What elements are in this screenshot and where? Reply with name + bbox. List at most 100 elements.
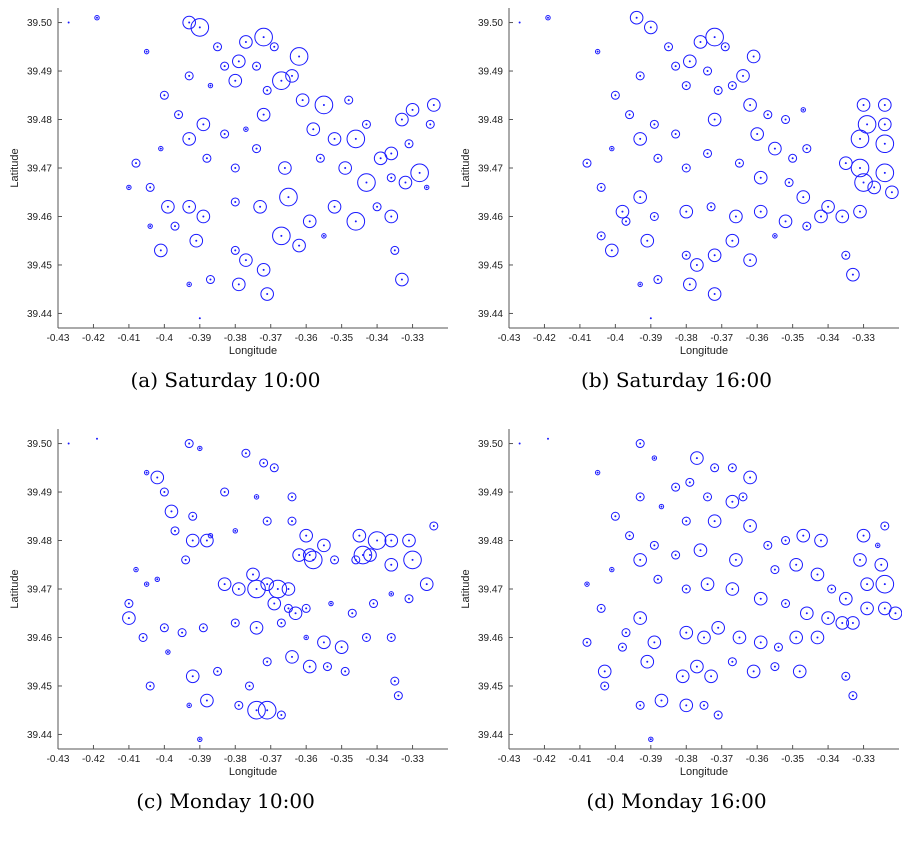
station-marker [202,153,212,163]
station-marker [582,158,592,168]
station-ring [637,281,643,288]
station-marker [640,654,655,669]
station-dot [639,442,642,445]
station-dot [805,612,808,615]
station-dot [653,215,656,218]
station-dot [699,549,702,552]
station-dot [266,520,269,523]
station-marker [390,245,400,255]
station-marker [363,548,377,562]
station-dot [333,205,336,208]
station-ring [295,93,310,107]
x-axis-label: Longitude [229,766,277,778]
station-ring [649,119,659,129]
station-marker [247,700,266,720]
station-marker [317,538,331,553]
station-marker [243,126,249,132]
station-ring [625,531,635,541]
station-ring [346,212,366,231]
station-ring [690,659,704,674]
station-ring [188,511,198,521]
station-ring [835,209,850,224]
station-dot [198,317,201,320]
station-dot [298,554,301,557]
y-tick-label: 39.45 [478,260,503,271]
y-tick-label: 39.48 [478,115,503,126]
station-marker [725,494,740,509]
station-dot [873,186,876,189]
station-ring [232,582,246,596]
x-axis-label: Longitude [229,345,277,357]
station-dot [699,40,702,43]
station-ring [269,463,279,473]
station-marker [653,574,663,584]
station-marker [346,212,366,231]
station-dot [685,520,688,523]
station-marker [681,163,691,173]
station-marker [853,553,867,567]
station-marker [856,528,871,543]
station-ring [384,533,399,548]
station-dot [333,137,336,140]
station-marker [232,582,246,596]
station-dot [425,186,428,189]
y-axis-label: Latitude [9,148,21,187]
station-dot [291,495,293,498]
station-dot [639,495,642,498]
station-dot [586,162,588,165]
x-tick-label: -0.36 [295,754,318,765]
station-ring [635,439,645,449]
station-dot [862,181,865,184]
station-dot [752,55,755,58]
station-dot [322,103,325,106]
station-dot [756,133,759,136]
station-marker [753,204,768,219]
station-dot [188,21,191,24]
station-ring [690,258,704,272]
station-marker [262,85,272,95]
station-dot [393,680,396,683]
station-marker [205,275,215,285]
station-marker [278,161,292,175]
station-marker [582,637,592,647]
station-dot [656,157,659,160]
station-dot [674,133,677,136]
station-ring [143,48,150,55]
y-tick-label: 39.44 [478,309,503,320]
x-tick-label: -0.4 [607,754,625,765]
station-marker [404,139,414,149]
station-marker [713,85,723,95]
station-dot [379,157,382,160]
station-marker [158,145,164,152]
station-ring [841,671,851,681]
station-marker [272,71,291,91]
station-marker [177,628,187,638]
station-dot [759,641,762,644]
station-ring [705,27,724,47]
station-ring [679,204,694,219]
station-dot [649,738,652,741]
station-ring [853,553,867,567]
station-ring [853,204,867,219]
station-ring [789,557,803,572]
station-ring [679,698,694,713]
station-ring [170,221,180,231]
station-dot [142,636,145,639]
y-tick-label: 39.44 [478,730,503,741]
station-dot [390,539,393,542]
station-dot [223,65,226,68]
station-marker [386,173,396,183]
station-marker [384,146,399,161]
station-marker [875,574,895,594]
station-marker [197,736,203,743]
station-marker [143,581,150,587]
station-ring [330,555,340,565]
station-dot [742,74,744,77]
station-ring [190,18,210,37]
station-dot [188,74,191,77]
station-marker [770,565,780,575]
station-ring [302,214,317,229]
station-ring [217,577,232,591]
station-ring [648,736,654,743]
station-marker [625,531,635,541]
